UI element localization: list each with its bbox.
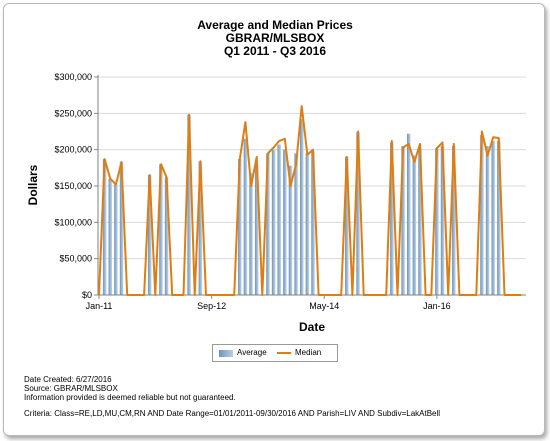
average-bar [108, 178, 113, 295]
average-bar [497, 140, 501, 295]
average-bar [238, 159, 242, 295]
average-bar [288, 165, 293, 295]
y-tick-label: $200,000 [54, 145, 92, 155]
average-bar [418, 147, 422, 295]
average-bar [283, 149, 287, 295]
average-bar [345, 156, 349, 295]
chart-subtitle-source: GBRAR/MLSBOX [225, 31, 325, 45]
footer-source: Source: GBRAR/MLSBOX [24, 384, 118, 393]
average-bar [305, 153, 310, 295]
footer-disclaimer: Information provided is deemed reliable … [24, 393, 236, 402]
average-bar [114, 184, 118, 295]
y-tick-label: $50,000 [59, 254, 92, 264]
average-bar [452, 146, 456, 295]
average-bar [249, 172, 253, 295]
average-bar [294, 153, 298, 295]
chart-subtitle-period: Q1 2011 - Q3 2016 [223, 44, 327, 58]
legend-average-swatch [219, 350, 233, 357]
chart-title: Average and Median Prices [197, 18, 353, 32]
gridlines [94, 76, 526, 296]
average-bar [406, 133, 411, 295]
y-tick-labels: $0 $50,000 $100,000 $150,000 $200,000 $250,00… [54, 72, 92, 300]
average-bar [266, 153, 270, 295]
average-bar [440, 146, 445, 295]
footer-date-created: Date Created: 6/27/2016 [24, 375, 112, 384]
average-bar [480, 135, 484, 295]
y-axis-label: Dollars [26, 164, 40, 205]
y-tick-label: $300,000 [54, 72, 92, 82]
y-tick-label: $100,000 [54, 217, 92, 227]
y-tick-label: $250,000 [54, 108, 92, 118]
y-tick-label: $0 [82, 290, 92, 300]
average-bar [311, 151, 315, 295]
x-tick-label: Jan-16 [423, 301, 451, 311]
average-bars [102, 114, 501, 295]
average-bar [412, 155, 417, 295]
average-bar [390, 142, 394, 295]
average-bar [299, 119, 304, 295]
average-bar [277, 144, 281, 295]
axes [97, 75, 526, 299]
average-bar [356, 132, 360, 295]
x-tick-label: May-14 [309, 301, 339, 311]
average-bar [491, 140, 495, 295]
legend-median-swatch [277, 352, 291, 354]
average-bar [254, 165, 259, 295]
average-bar [164, 177, 169, 295]
average-bar [187, 114, 191, 295]
average-bar [198, 161, 203, 295]
average-bar [159, 164, 163, 295]
average-bar [435, 148, 439, 295]
x-tick-labels: Jan-11 Sep-12 May-14 Jan-16 [86, 301, 451, 311]
average-bar [119, 162, 124, 295]
average-bar [102, 159, 107, 295]
average-bar [401, 146, 405, 295]
legend: Average Median [212, 344, 338, 362]
median-line [98, 105, 522, 296]
average-bar [485, 146, 490, 295]
x-tick-label: Jan-11 [86, 301, 113, 311]
legend-average-label: Average [237, 348, 267, 357]
y-tick-label: $150,000 [54, 181, 92, 191]
average-bar [147, 175, 152, 295]
legend-median-label: Median [295, 348, 322, 357]
average-bar [243, 138, 248, 295]
footer-criteria: Criteria: Class=RE,LD,MU,CM,RN AND Date … [24, 409, 441, 418]
average-bar [271, 149, 276, 295]
x-axis-label: Date [299, 320, 325, 334]
x-tick-label: Sep-12 [197, 301, 226, 311]
